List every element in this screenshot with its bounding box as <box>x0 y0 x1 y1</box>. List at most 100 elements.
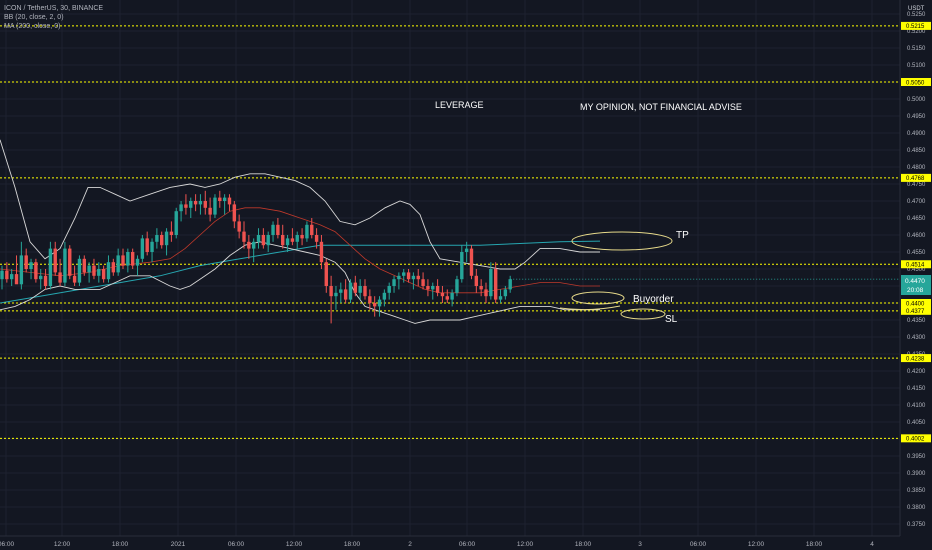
buyorder-label: Buyorder <box>633 294 674 305</box>
price-tick-label: 0.3750 <box>907 522 926 528</box>
candle-body <box>387 286 391 293</box>
candle <box>464 241 469 263</box>
leverage-note: LEVERAGE <box>435 100 484 110</box>
time-tick-label: 18:00 <box>575 541 592 548</box>
level-tag-label: 0.5050 <box>906 80 925 86</box>
candle-body <box>426 286 430 290</box>
candle <box>203 190 207 215</box>
candle-body <box>295 235 299 242</box>
candle <box>445 289 449 303</box>
candle-body <box>63 248 67 283</box>
level-tag-box <box>901 434 931 443</box>
candle <box>0 265 4 290</box>
price-tick-label: 0.4900 <box>907 131 926 137</box>
price-tick-label: 0.3950 <box>907 454 926 460</box>
candle <box>406 269 411 283</box>
candle-body <box>5 270 9 280</box>
price-tick-label: 0.5000 <box>907 97 926 103</box>
candle-body <box>445 296 449 300</box>
candle-body <box>290 238 295 242</box>
candle-body <box>440 292 445 297</box>
time-tick-label: 06:00 <box>0 541 15 548</box>
candle-body <box>372 303 377 307</box>
candle <box>261 228 266 249</box>
candle <box>198 194 203 215</box>
candle-body <box>281 235 285 246</box>
support-curve <box>559 305 621 311</box>
price-tick-label: 0.4300 <box>907 335 926 341</box>
candle-body <box>145 238 149 252</box>
candle <box>324 258 328 293</box>
candle-body <box>34 262 38 280</box>
candle-body <box>484 289 488 297</box>
candle <box>353 275 358 297</box>
candle <box>29 258 33 280</box>
candle-body <box>169 231 174 235</box>
candle-body <box>460 252 464 280</box>
candle-body <box>261 235 266 246</box>
candle-body <box>435 286 440 293</box>
candle <box>242 221 246 249</box>
price-tick-label: 0.3850 <box>907 488 926 494</box>
level-tag-box <box>901 299 931 307</box>
price-tick-label: 0.5250 <box>907 12 926 18</box>
bollinger-legend[interactable]: BB (20, close, 2, 0) <box>4 14 64 21</box>
price-tick-label: 0.4200 <box>907 369 926 375</box>
candle <box>305 221 309 242</box>
candle <box>266 231 270 252</box>
candle <box>34 258 38 283</box>
bollinger-upper-band <box>0 139 600 270</box>
candle-body <box>397 275 401 280</box>
candle <box>58 258 62 286</box>
ma-legend[interactable]: MA (200, close, 0) <box>4 23 61 30</box>
level-tag-label: 0.4377 <box>906 309 925 315</box>
candle-body <box>358 286 362 293</box>
candle <box>493 262 498 303</box>
bollinger-lower-band <box>0 241 600 324</box>
candle-body <box>184 204 188 208</box>
candle <box>402 269 406 283</box>
price-tick-label: 0.5150 <box>907 46 926 52</box>
candle <box>247 235 251 259</box>
candle-body <box>198 201 203 205</box>
candle-body <box>87 265 91 273</box>
candle <box>227 194 232 212</box>
candle-body <box>242 231 246 242</box>
price-axis[interactable]: USDT 0.5250 0.5200 0.5150 0.5100 0.5050 0.500… <box>899 0 932 536</box>
candle-body <box>310 224 314 235</box>
candle <box>416 269 420 286</box>
candle-body <box>140 238 145 259</box>
candle-body <box>14 274 19 285</box>
candle-body <box>160 235 164 246</box>
price-tick-label: 0.4100 <box>907 403 926 409</box>
candle-body <box>300 235 304 239</box>
candle <box>87 262 91 283</box>
candle-body <box>39 275 43 280</box>
time-tick-label: 3 <box>638 541 642 548</box>
candle-body <box>116 255 120 273</box>
candle-body <box>72 275 77 283</box>
candle-body <box>126 252 130 266</box>
price-tick-label: 0.4550 <box>907 250 926 256</box>
candle <box>368 289 372 310</box>
candle-body <box>382 292 387 300</box>
candle <box>358 279 362 300</box>
candle <box>208 197 212 222</box>
price-tick-label: 0.3800 <box>907 505 926 511</box>
candle-body <box>101 269 106 280</box>
price-tick-label: 0.3900 <box>907 471 926 477</box>
time-tick-label: 06:00 <box>690 541 707 548</box>
time-axis[interactable]: 06:00 12:00 18:00 2021 06:00 12:00 18:00 2 06:00… <box>0 535 932 550</box>
candle-body <box>368 296 372 303</box>
candle <box>101 265 106 283</box>
candle-body <box>314 235 319 242</box>
symbol-title[interactable]: ICON / TetherUS, 30, BINANCE <box>4 5 104 12</box>
candle <box>111 258 116 276</box>
candle-body <box>9 274 14 280</box>
time-tick-label: 06:00 <box>459 541 476 548</box>
price-tick-label: 0.4050 <box>907 420 926 426</box>
candle <box>150 238 154 263</box>
time-axis-background <box>0 536 932 550</box>
time-tick-label: 12:00 <box>748 541 765 548</box>
